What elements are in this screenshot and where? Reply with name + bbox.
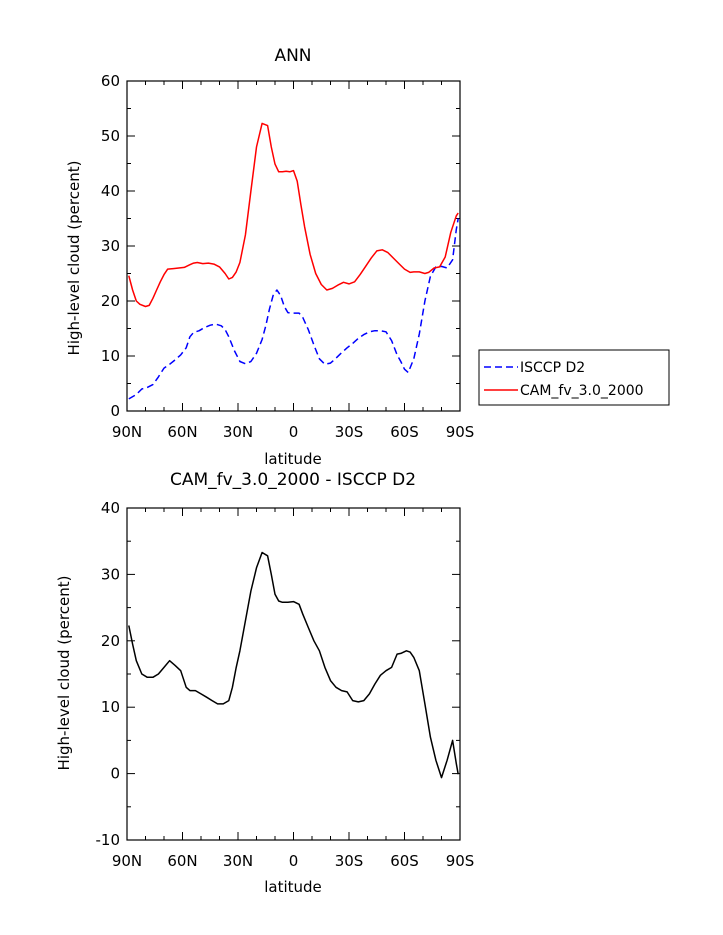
y-tick-label: 20	[101, 292, 120, 310]
series-line-1	[128, 122, 459, 308]
series-line-0	[128, 551, 459, 779]
x-tick-label: 90S	[446, 852, 475, 870]
bottom-chart-title: CAM_fv_3.0_2000 - ISCCP D2	[170, 470, 416, 490]
x-tick-label: 90N	[112, 423, 142, 441]
x-tick-label: 60S	[390, 852, 419, 870]
y-tick-label: 60	[101, 72, 120, 90]
x-tick-label: 30S	[335, 423, 364, 441]
y-tick-label: 10	[101, 698, 120, 716]
y-tick-label: -10	[96, 831, 121, 849]
x-tick-label: 90S	[446, 423, 475, 441]
x-tick-label: 0	[289, 852, 299, 870]
x-tick-label: 30S	[335, 852, 364, 870]
legend: ISCCP D2 CAM_fv_3.0_2000	[478, 349, 670, 406]
top-series-lines	[128, 122, 459, 400]
y-tick-label: 0	[110, 765, 120, 783]
y-tick-label: 20	[101, 632, 120, 650]
bottom-tick-labels: 90N 60N 30N 0 30S 60S 90S -10 0 10 20 30 40	[96, 499, 475, 870]
top-plot-frame	[126, 80, 461, 412]
y-tick-label: 40	[101, 182, 120, 200]
x-tick-label: 30N	[223, 423, 253, 441]
bottom-plot-frame	[126, 507, 461, 841]
y-tick-label: 40	[101, 499, 120, 517]
y-tick-label: 30	[101, 565, 120, 583]
top-panel: ANN High-level cloud (percent) latitude …	[65, 46, 474, 468]
top-axis-ticks	[126, 80, 461, 412]
bottom-y-axis-title: High-level cloud (percent)	[55, 576, 73, 771]
bottom-panel: CAM_fv_3.0_2000 - ISCCP D2 High-level cl…	[55, 470, 474, 896]
bottom-axis-ticks	[126, 507, 461, 841]
y-tick-label: 0	[110, 402, 120, 420]
bottom-series-lines	[128, 551, 459, 779]
x-tick-label: 60N	[167, 423, 197, 441]
top-y-axis-title: High-level cloud (percent)	[65, 161, 83, 356]
x-tick-label: 60S	[390, 423, 419, 441]
legend-label-isccp: ISCCP D2	[520, 360, 585, 376]
y-tick-label: 30	[101, 237, 120, 255]
x-tick-label: 30N	[223, 852, 253, 870]
y-tick-label: 10	[101, 347, 120, 365]
top-chart-title: ANN	[274, 46, 311, 66]
series-line-0	[128, 218, 459, 400]
legend-box	[478, 349, 670, 406]
legend-label-cam: CAM_fv_3.0_2000	[520, 383, 644, 399]
top-x-axis-title: latitude	[264, 450, 322, 468]
x-tick-label: 90N	[112, 852, 142, 870]
x-tick-label: 0	[289, 423, 299, 441]
y-tick-label: 50	[101, 127, 120, 145]
top-tick-labels: 90N 60N 30N 0 30S 60S 90S 0 10 20 30 40 50 60	[101, 72, 474, 441]
x-tick-label: 60N	[167, 852, 197, 870]
bottom-x-axis-title: latitude	[264, 878, 322, 896]
